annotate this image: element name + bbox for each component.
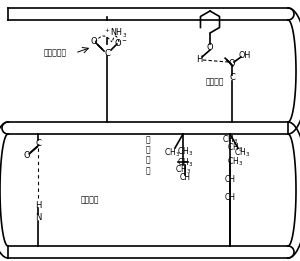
Text: C: C — [104, 49, 110, 57]
Text: CH$_3$: CH$_3$ — [175, 164, 191, 176]
Text: CH$_3$: CH$_3$ — [227, 156, 243, 168]
Text: C: C — [35, 139, 41, 147]
Text: OH: OH — [239, 50, 251, 60]
Text: O: O — [91, 38, 97, 46]
Text: O$^-$: O$^-$ — [114, 37, 128, 48]
Text: O: O — [229, 58, 235, 68]
Text: N: N — [35, 213, 41, 222]
Text: 水素結合: 水素結合 — [81, 195, 99, 205]
Text: O: O — [24, 151, 30, 161]
Text: CH$_3$: CH$_3$ — [177, 157, 193, 169]
Text: CH$_3$: CH$_3$ — [177, 146, 193, 158]
Text: イオン結合: イオン結合 — [44, 49, 67, 57]
Text: O: O — [207, 43, 213, 51]
Text: C: C — [229, 74, 235, 82]
Text: H: H — [196, 55, 202, 63]
Text: CH$_3$: CH$_3$ — [234, 147, 250, 159]
Text: CH: CH — [224, 193, 236, 201]
Text: CH: CH — [224, 175, 236, 185]
Text: 疎
水
結
合: 疎 水 結 合 — [146, 135, 150, 175]
Text: 水素結合: 水素結合 — [206, 78, 224, 86]
Text: CH$_3$: CH$_3$ — [164, 147, 180, 159]
Text: H: H — [35, 200, 41, 210]
Text: CH$_3$: CH$_3$ — [227, 142, 243, 154]
Text: CH: CH — [179, 174, 191, 182]
Text: $^+$NH$_3$: $^+$NH$_3$ — [103, 26, 127, 40]
Text: CH$_3$: CH$_3$ — [222, 134, 238, 146]
